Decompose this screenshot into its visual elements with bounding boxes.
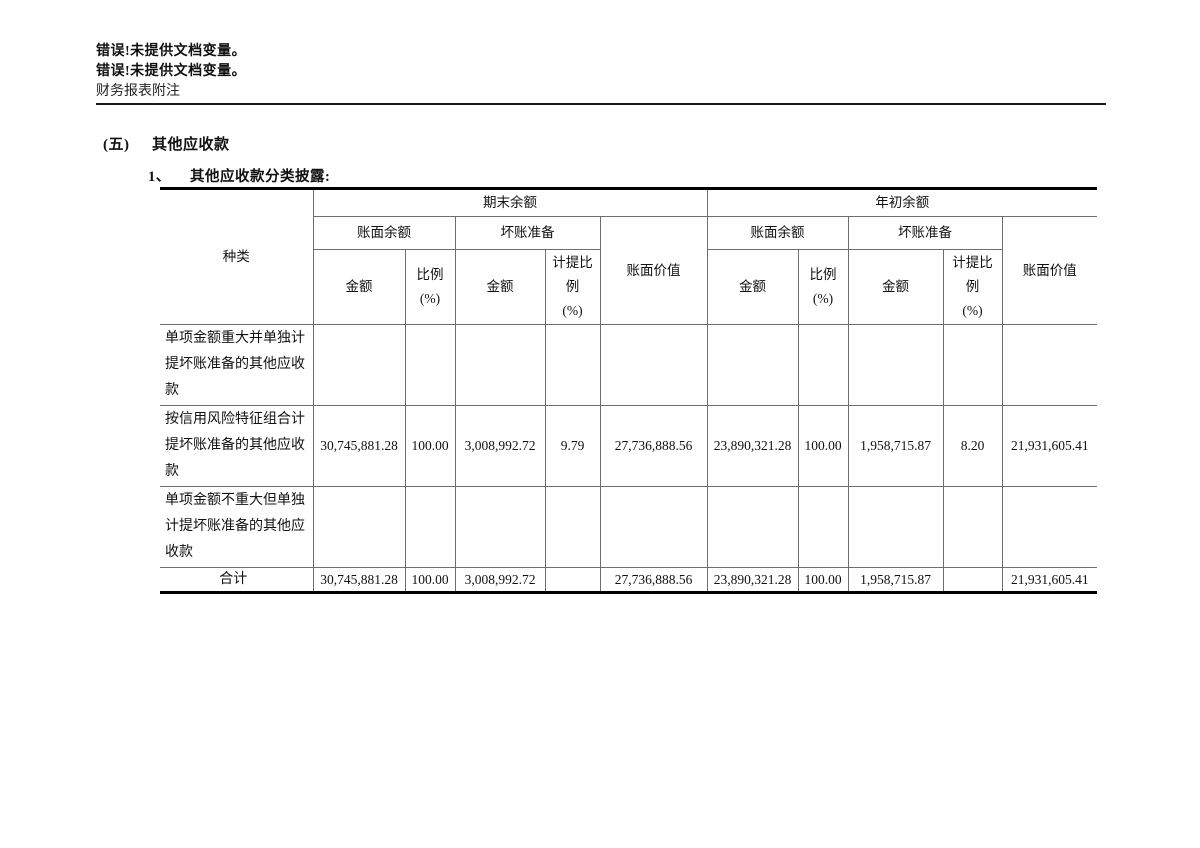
- table-cell: [599, 486, 708, 568]
- column-header-ratio: 比例 (%): [797, 249, 849, 325]
- table-cell: 100.00: [797, 567, 849, 593]
- column-header-provision-ratio: 计提比 例 (%): [942, 249, 1003, 325]
- table-cell: [544, 486, 601, 568]
- subsection-number: 1、: [148, 169, 171, 185]
- table-cell: 23,890,321.28: [706, 567, 799, 593]
- table-cell: [404, 486, 456, 568]
- table-cell: [706, 324, 799, 406]
- row-label: 单项金额不重大但单独计提坏账准备的其他应收款: [160, 486, 314, 568]
- column-header-book-balance: 账面余额: [313, 216, 456, 250]
- table-cell: [942, 324, 1003, 406]
- table-cell: [847, 324, 944, 406]
- column-header-amount: 金额: [706, 249, 799, 325]
- total-row-label: 合计: [160, 567, 314, 593]
- table-cell: 100.00: [404, 405, 456, 487]
- table-cell: 27,736,888.56: [599, 567, 708, 593]
- table-cell: [544, 324, 601, 406]
- column-header-bad-debt-provision: 坏账准备: [454, 216, 601, 250]
- table-cell: 100.00: [797, 405, 849, 487]
- column-header-book-value: 账面价值: [1001, 216, 1098, 325]
- doc-variable-error-line-1: 错误!未提供文档变量。: [96, 44, 247, 59]
- table-cell: 21,931,605.41: [1001, 567, 1098, 593]
- subsection-heading: 1、 其他应收款分类披露:: [148, 165, 330, 186]
- section-number: (五): [103, 137, 130, 153]
- table-cell: [544, 567, 601, 593]
- column-header-ratio: 比例 (%): [404, 249, 456, 325]
- column-header-book-value: 账面价值: [599, 216, 708, 325]
- table-cell: [942, 567, 1003, 593]
- table-cell: [1001, 324, 1098, 406]
- table-row-total: 合计 30,745,881.28 100.00 3,008,992.72 27,…: [160, 567, 1098, 593]
- table-cell: 27,736,888.56: [599, 405, 708, 487]
- column-header-amount: 金额: [847, 249, 944, 325]
- table-cell: [706, 486, 799, 568]
- table-row-individually-insignificant: 单项金额不重大但单独计提坏账准备的其他应收款: [160, 486, 1098, 568]
- table-cell: 8.20: [942, 405, 1003, 487]
- table-cell: [1001, 486, 1098, 568]
- doc-title: 财务报表附注: [96, 84, 180, 99]
- table-cell: [454, 486, 546, 568]
- table-cell: 9.79: [544, 405, 601, 487]
- column-header-amount: 金额: [454, 249, 546, 325]
- table-cell: 21,931,605.41: [1001, 405, 1098, 487]
- table-cell: 3,008,992.72: [454, 567, 546, 593]
- table-cell: [404, 324, 456, 406]
- row-label: 单项金额重大并单独计提坏账准备的其他应收款: [160, 324, 314, 406]
- row-label: 按信用风险特征组合计提坏账准备的其他应收款: [160, 405, 314, 487]
- table-cell: [797, 324, 849, 406]
- other-receivables-table: 种类 期末余额 年初余额 账面余额 坏账准备 账面价值 账面余额 坏账准备 账面…: [160, 187, 1098, 594]
- table-cell: [942, 486, 1003, 568]
- table-cell: 30,745,881.28: [312, 405, 406, 487]
- table-cell: 1,958,715.87: [847, 567, 944, 593]
- doc-variable-error-line-2: 错误!未提供文档变量。: [96, 64, 247, 79]
- table-row-individually-significant: 单项金额重大并单独计提坏账准备的其他应收款: [160, 324, 1098, 406]
- section-heading: (五) 其他应收款: [103, 133, 230, 154]
- table-cell: [847, 486, 944, 568]
- table-cell: [312, 486, 406, 568]
- table-cell: 23,890,321.28: [706, 405, 799, 487]
- column-header-provision-ratio: 计提比 例 (%): [544, 249, 601, 325]
- column-header-book-balance: 账面余额: [706, 216, 849, 250]
- column-header-category: 种类: [160, 188, 314, 325]
- column-header-period-end: 期末余额: [312, 188, 708, 217]
- table-cell: 30,745,881.28: [312, 567, 406, 593]
- section-title-text: 其他应收款: [152, 137, 230, 153]
- table-cell: [797, 486, 849, 568]
- table-row-credit-risk-group: 按信用风险特征组合计提坏账准备的其他应收款 30,745,881.28 100.…: [160, 405, 1098, 487]
- subsection-title-text: 其他应收款分类披露:: [190, 169, 331, 185]
- table-cell: [454, 324, 546, 406]
- header-rule: [96, 103, 1106, 105]
- table-cell: [599, 324, 708, 406]
- column-header-bad-debt-provision: 坏账准备: [847, 216, 1003, 250]
- table-cell: [312, 324, 406, 406]
- table-cell: 1,958,715.87: [847, 405, 944, 487]
- column-header-amount: 金额: [313, 249, 406, 325]
- table-cell: 100.00: [404, 567, 456, 593]
- column-header-year-begin: 年初余额: [706, 188, 1098, 217]
- document-header: 错误!未提供文档变量。 错误!未提供文档变量。 财务报表附注: [96, 42, 1106, 105]
- table-cell: 3,008,992.72: [454, 405, 546, 487]
